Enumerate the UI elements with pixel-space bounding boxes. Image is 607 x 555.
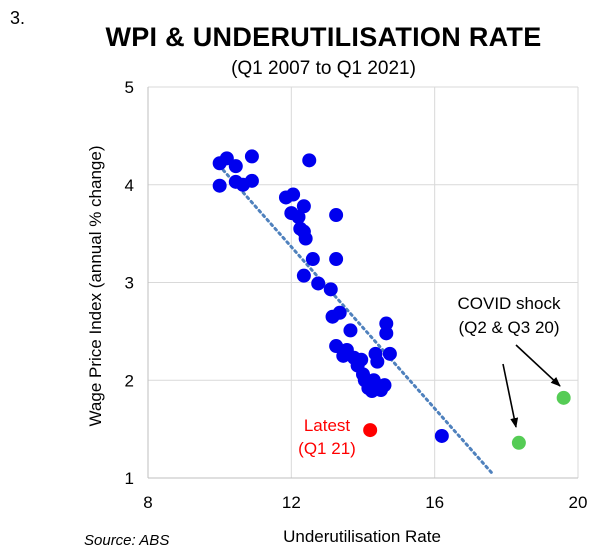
blue-point	[296, 199, 311, 214]
blue-point	[323, 282, 338, 297]
blue-point	[382, 346, 397, 361]
covid-point	[556, 390, 571, 405]
blue-point	[286, 187, 301, 202]
latest-annotation-line2: (Q1 21)	[298, 439, 356, 458]
covid-annotation-line2: (Q2 & Q3 20)	[458, 318, 559, 337]
blue-point	[379, 326, 394, 341]
y-axis-label: Wage Price Index (annual % change)	[86, 146, 105, 427]
source-note: Source: ABS	[84, 532, 170, 549]
covid-arrow-q2	[502, 363, 519, 428]
latest-point	[363, 423, 378, 438]
blue-point	[228, 159, 243, 174]
latest-annotation-line1: Latest	[304, 416, 351, 435]
covid-point	[511, 435, 526, 450]
blue-point	[343, 323, 358, 338]
chart-subtitle: (Q1 2007 to Q1 2021)	[231, 58, 416, 79]
blue-point	[366, 373, 381, 388]
gridlines	[148, 86, 579, 478]
x-tick-label: 16	[425, 493, 444, 512]
blue-point	[377, 378, 392, 393]
blue-point	[332, 305, 347, 320]
blue-point	[370, 354, 385, 369]
blue-point	[296, 268, 311, 283]
chart-title: WPI & UNDERUTILISATION RATE	[105, 22, 542, 52]
y-tick-label: 1	[125, 469, 134, 488]
data-points	[212, 149, 571, 450]
blue-point	[305, 252, 320, 267]
covid-arrow-q3	[515, 344, 561, 387]
blue-point	[329, 252, 344, 267]
y-tick-label: 5	[125, 78, 134, 97]
y-tick-label: 4	[125, 176, 134, 195]
blue-point	[244, 173, 259, 188]
figure-number: 3.	[10, 8, 26, 28]
trendline	[221, 168, 494, 475]
blue-point	[329, 339, 344, 354]
blue-point	[302, 153, 317, 168]
blue-point	[354, 352, 369, 367]
y-tick-label: 3	[125, 274, 134, 293]
blue-point	[311, 276, 326, 291]
covid-annotation-line1: COVID shock	[458, 294, 561, 313]
blue-point	[291, 210, 306, 225]
blue-point	[434, 428, 449, 443]
x-tick-label: 20	[569, 493, 588, 512]
x-axis-label: Underutilisation Rate	[283, 527, 441, 546]
x-tick-label: 12	[282, 493, 301, 512]
blue-point	[212, 178, 227, 193]
blue-point	[244, 149, 259, 164]
blue-point	[379, 316, 394, 331]
blue-point	[329, 208, 344, 223]
blue-point	[298, 231, 313, 246]
y-tick-label: 2	[125, 371, 134, 390]
trendline-group	[221, 168, 494, 475]
x-tick-label: 8	[143, 493, 152, 512]
axes	[147, 87, 578, 479]
